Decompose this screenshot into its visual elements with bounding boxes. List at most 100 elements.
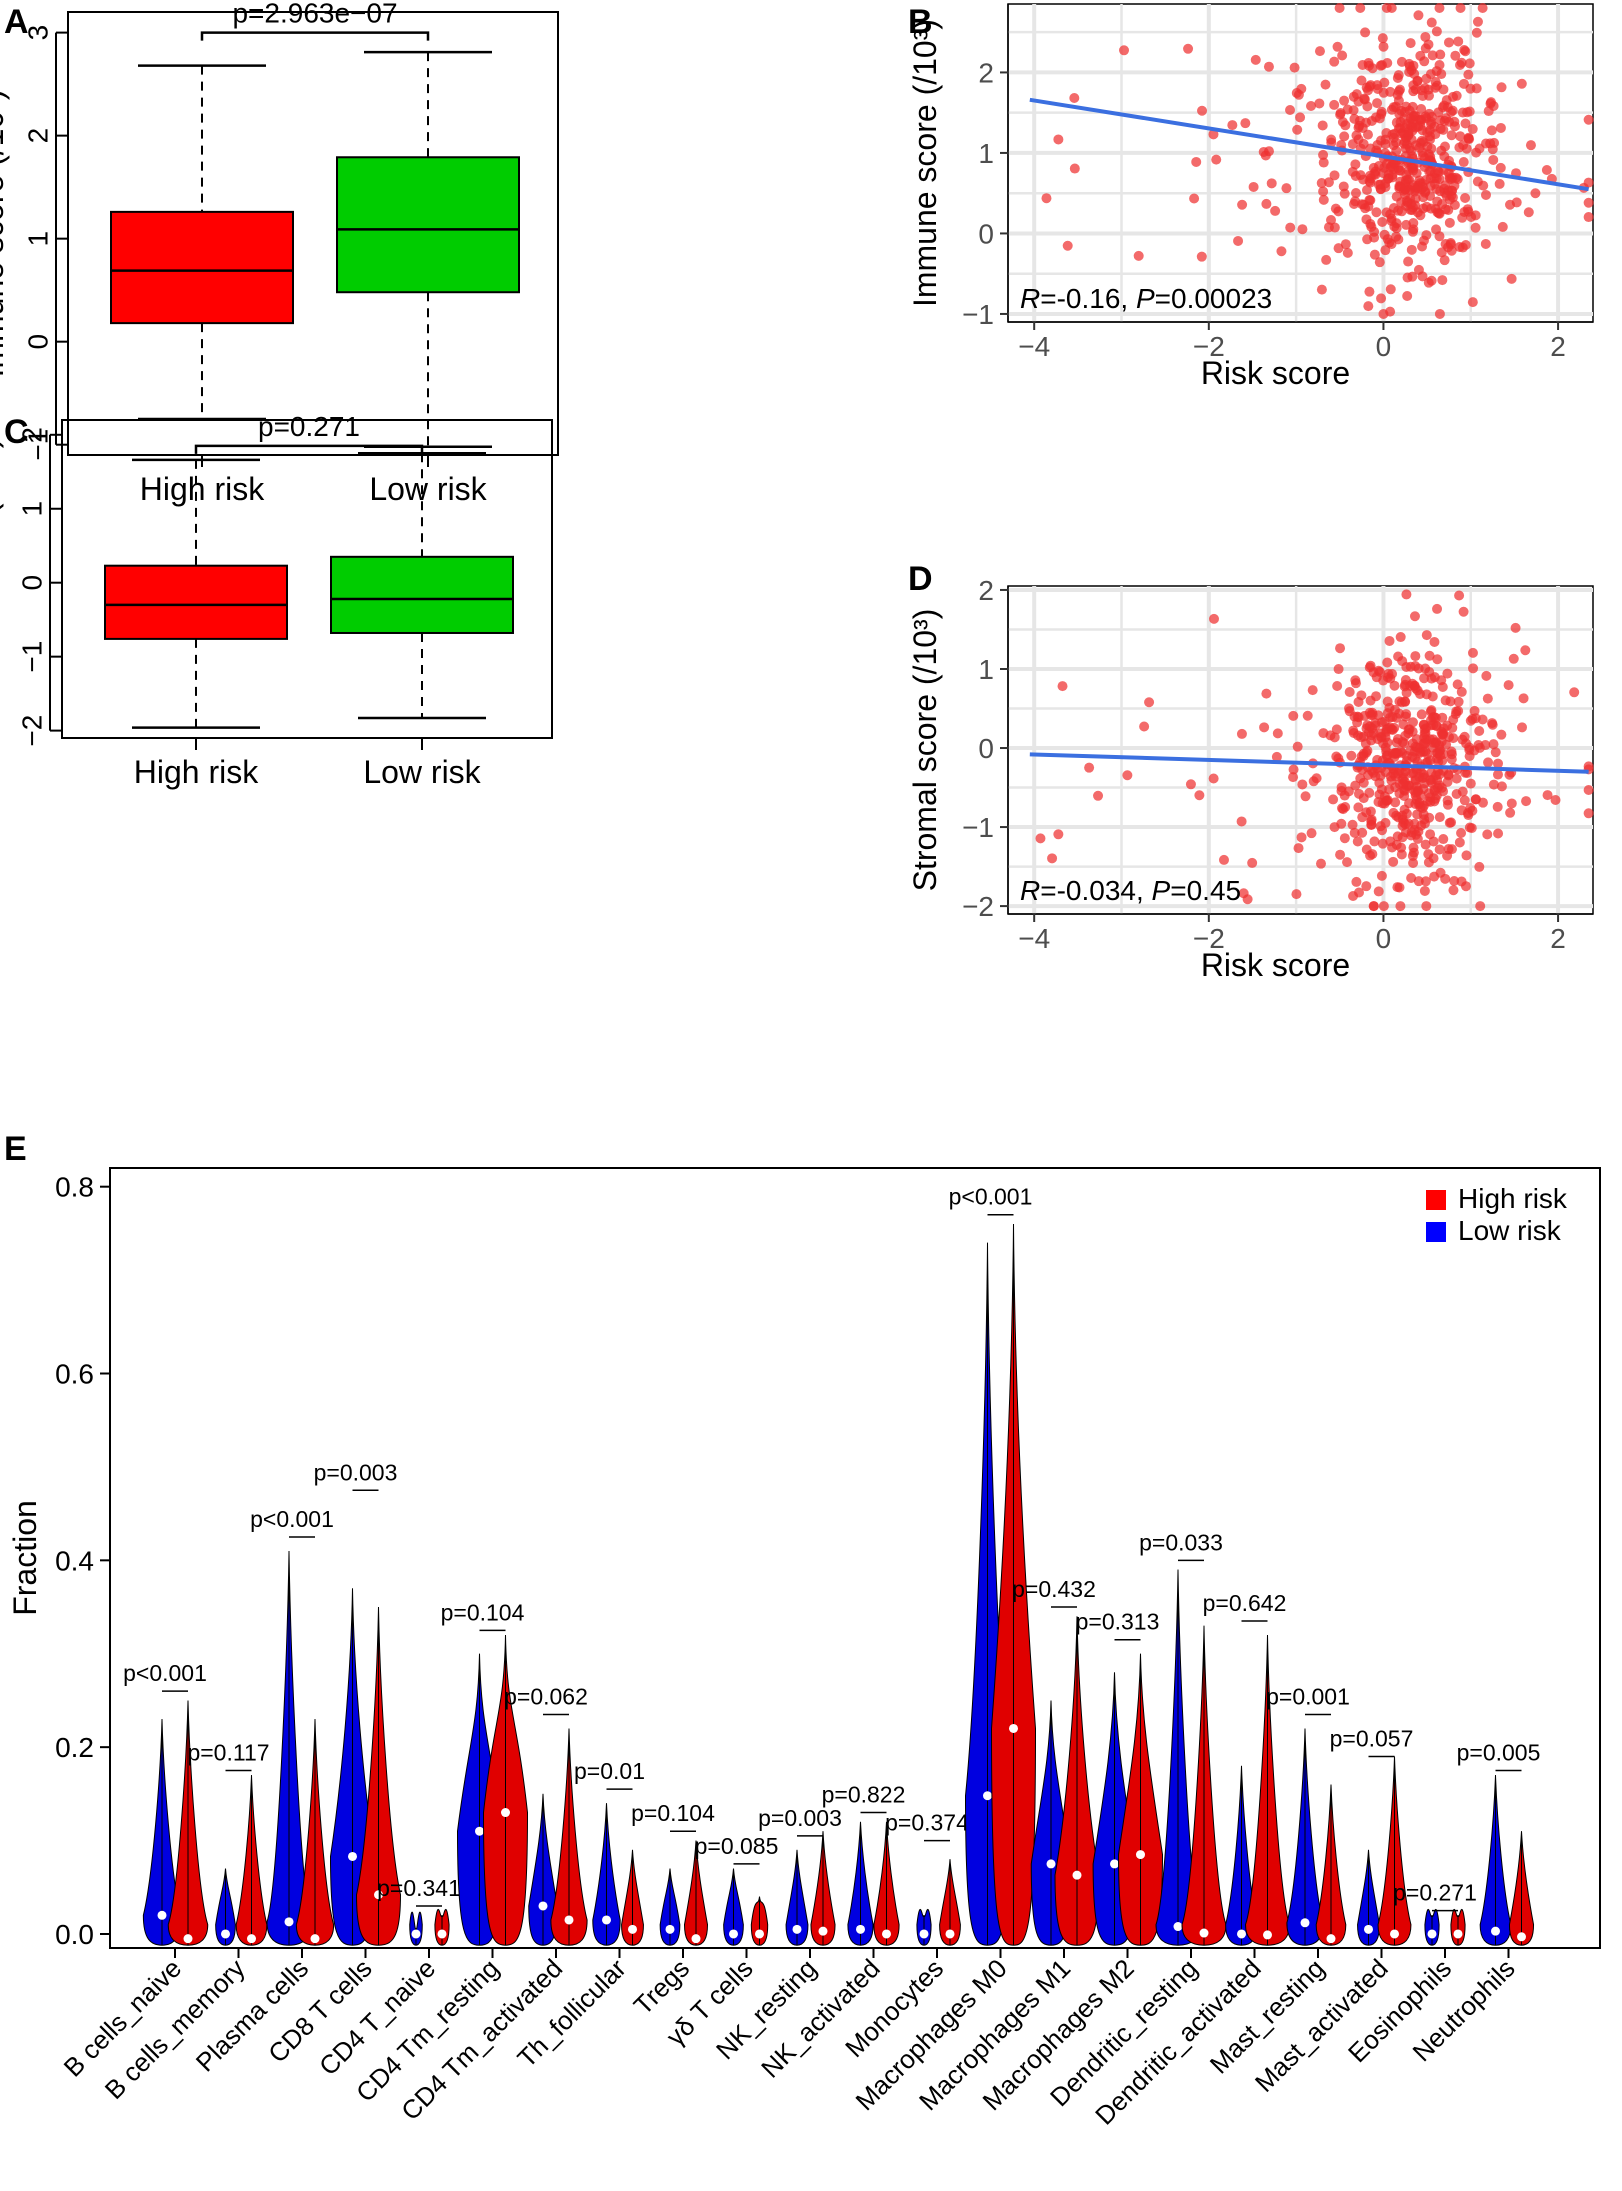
scatter-point [1381, 207, 1392, 218]
scatter-point [1523, 207, 1534, 218]
scatter-point [1440, 873, 1451, 884]
scatter-point [1391, 218, 1402, 229]
scatter-point [1444, 217, 1455, 228]
scatter-point [1459, 44, 1470, 55]
scatter-point [1407, 717, 1418, 728]
scatter-point [1428, 737, 1439, 748]
panel-label: C [4, 413, 29, 451]
scatter-point [1353, 802, 1364, 813]
scatter-point [1453, 705, 1464, 716]
scatter-point [1474, 742, 1485, 753]
scatter-point [1400, 711, 1411, 722]
scatter-point [1361, 747, 1372, 758]
scatter-point [1424, 131, 1435, 142]
scatter-point [1337, 50, 1348, 61]
scatter-point [1456, 805, 1467, 816]
scatter-point [1382, 708, 1393, 719]
scatter-point [1314, 46, 1325, 57]
scatter-point [1486, 125, 1497, 136]
scatter-point [1347, 166, 1358, 177]
scatter-point [1344, 706, 1355, 717]
scatter-point [1291, 889, 1302, 900]
scatter-point [1432, 196, 1443, 207]
scatter-point [1506, 273, 1517, 284]
scatter-point [1429, 672, 1440, 683]
scatter-point [1471, 83, 1482, 94]
scatter-point [1583, 808, 1594, 819]
scatter-point [1357, 827, 1368, 838]
scatter-point [1407, 226, 1418, 237]
scatter-point [1382, 657, 1393, 668]
scatter-point [1053, 829, 1064, 840]
violin-low-risk-median [1173, 1922, 1183, 1932]
scatter-point [1378, 41, 1389, 52]
p-value: =0.00023 [1155, 283, 1273, 314]
violin-high-risk-median [1199, 1928, 1209, 1938]
scatter-point [1443, 37, 1454, 48]
legend-label: Low risk [1458, 1215, 1562, 1246]
scatter-point [1460, 240, 1471, 251]
scatter-point [1259, 722, 1270, 733]
scatter-point [1429, 636, 1440, 647]
violin-low-risk-median [538, 1901, 548, 1911]
scatter-point [1361, 881, 1372, 892]
scatter-point [1434, 174, 1445, 185]
scatter-point [1377, 825, 1388, 836]
r-value: =-0.16, [1040, 283, 1136, 314]
x-tick-label: −2 [1193, 331, 1225, 362]
violin-low-risk-median [475, 1826, 484, 1836]
violin-high-risk-median [247, 1934, 256, 1944]
scatter-point [1339, 131, 1350, 142]
scatter-point [1380, 732, 1391, 743]
scatter-point [1480, 238, 1491, 249]
scatter-point [1399, 113, 1410, 124]
scatter-point [1366, 115, 1377, 126]
p-value: p<0.001 [123, 1660, 207, 1686]
scatter-point [1395, 632, 1406, 643]
scatter-point [1426, 767, 1437, 778]
scatter-point [1442, 668, 1453, 679]
y-tick-label: 0.8 [55, 1172, 94, 1203]
scatter-point [1384, 237, 1395, 248]
scatter-point [1386, 775, 1397, 786]
scatter-point [1122, 770, 1133, 781]
scatter-point [1429, 871, 1440, 882]
y-tick-label: 0.0 [55, 1919, 94, 1950]
scatter-point [1475, 901, 1486, 912]
scatter-point [1464, 742, 1475, 753]
violin-low-risk-median [1110, 1859, 1119, 1869]
scatter-point [1242, 894, 1253, 905]
scatter-point [1467, 805, 1478, 816]
significance-bracket [200, 31, 430, 41]
scatter-point [1389, 680, 1400, 691]
scatter-point [1569, 687, 1580, 698]
scatter-point [1093, 790, 1104, 801]
scatter-point [1420, 839, 1431, 850]
scatter-point [1348, 91, 1359, 102]
scatter-point [1356, 75, 1367, 86]
scatter-point [1364, 286, 1375, 297]
y-tick-label: −2 [16, 715, 47, 747]
scatter-point [1419, 814, 1430, 825]
scatter-point [1482, 829, 1493, 840]
scatter-point [1456, 827, 1467, 838]
scatter-point [1431, 224, 1442, 235]
x-axis-label: Risk score [1201, 947, 1350, 983]
scatter-point [1386, 3, 1397, 14]
scatter-point [1445, 239, 1456, 250]
scatter-point [1408, 86, 1419, 97]
scatter-point [1208, 129, 1219, 140]
scatter-point [1353, 788, 1364, 799]
scatter-point [1331, 724, 1342, 735]
violin-high-risk-median [1517, 1932, 1526, 1942]
scatter-point [1520, 645, 1531, 656]
scatter-point [1300, 791, 1311, 802]
violin-high-risk-median [1453, 1929, 1463, 1939]
scatter-point [1486, 97, 1497, 108]
scatter-point [1329, 170, 1340, 181]
scatter-point [1363, 60, 1374, 71]
scatter-point [1438, 834, 1449, 845]
scatter-point [1355, 3, 1366, 14]
scatter-point [1458, 606, 1469, 617]
violin-low-risk-median [729, 1929, 738, 1939]
